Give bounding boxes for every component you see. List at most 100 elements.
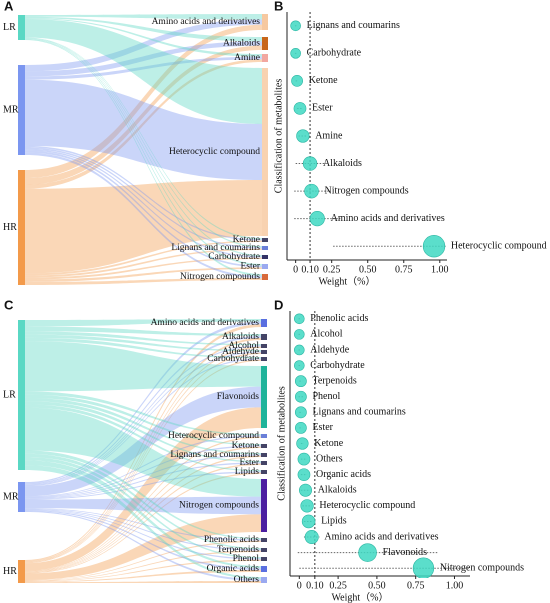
point (293, 102, 307, 115)
point (294, 344, 305, 356)
target-node (261, 357, 267, 361)
category-label: Nitrogen compounds (440, 563, 524, 574)
flow (25, 37, 262, 248)
point (412, 557, 435, 578)
flow (25, 41, 262, 77)
category-label: Heterocyclic compound (319, 500, 415, 511)
point (294, 375, 307, 388)
flow (25, 401, 261, 463)
target-node (261, 566, 267, 572)
point (290, 20, 301, 32)
x-tick-label: 0 (293, 264, 298, 275)
source-node (18, 320, 25, 470)
flow (25, 540, 261, 581)
x-tick-label: 1.00 (446, 580, 464, 591)
point (297, 452, 311, 466)
flow (25, 56, 262, 80)
target-node (262, 238, 268, 242)
target-label: Terpenoids (217, 545, 259, 555)
flow (25, 446, 261, 572)
flow (25, 511, 261, 581)
source-label: MR (3, 104, 19, 115)
flow (25, 38, 262, 257)
flow (25, 341, 261, 392)
flow (25, 147, 262, 249)
target-label: Flavonoids (217, 392, 260, 402)
flow (25, 18, 262, 57)
point (302, 156, 318, 171)
flow (25, 337, 261, 359)
source-label: LR (3, 389, 16, 400)
flow (25, 407, 261, 497)
flow (25, 460, 261, 568)
category-label: Ketone (309, 75, 338, 86)
target-node (261, 344, 267, 348)
flow (25, 450, 261, 540)
target-node (261, 366, 267, 428)
flows (25, 319, 261, 583)
x-tick-label: 0.50 (359, 264, 377, 275)
point (290, 48, 301, 59)
point (301, 514, 316, 529)
source-node (18, 560, 25, 583)
panel-letter: A (4, 0, 14, 13)
target-label: Organic acids (207, 564, 260, 574)
target-node (261, 479, 267, 532)
point (294, 390, 307, 403)
source-node (18, 65, 25, 155)
flow (25, 37, 262, 240)
flow (25, 391, 261, 436)
flow (25, 267, 262, 282)
flow (25, 351, 261, 486)
flow (25, 465, 261, 579)
target-node (262, 255, 268, 259)
source-node (18, 170, 25, 285)
flow (25, 38, 262, 266)
flow (25, 326, 261, 336)
point (294, 360, 305, 371)
flow (25, 358, 261, 487)
x-tick-label: 0.10 (301, 264, 319, 275)
flow (25, 457, 261, 559)
flow (25, 240, 262, 276)
category-label: Lipids (321, 516, 347, 527)
category-label: Ketone (314, 438, 343, 449)
category-label: Nitrogen compounds (324, 185, 408, 196)
target-node (262, 246, 268, 250)
flow (25, 278, 262, 285)
flow (25, 19, 262, 72)
category-label: Lignans and coumarins (307, 20, 400, 31)
category-label: Phenol (312, 391, 340, 402)
category-label: Amine (315, 130, 343, 141)
target-node (262, 14, 268, 30)
category-label: Amino acids and derivatives (331, 213, 445, 224)
target-label: Alkaloids (223, 39, 260, 49)
flow (25, 345, 261, 485)
flow (25, 559, 261, 582)
flow (25, 435, 261, 497)
x-axis-label: Weight（%） (319, 275, 376, 287)
category-label: Others (316, 453, 343, 464)
target-label: Nitrogen compounds (180, 272, 260, 282)
target-label: Aldehyde (222, 347, 259, 357)
flow (25, 570, 261, 583)
flow (25, 454, 261, 499)
flows (25, 14, 262, 285)
target-node (261, 434, 267, 438)
target-label: Amine (234, 53, 260, 63)
x-tick-label: 0.25 (323, 264, 341, 275)
point (294, 329, 305, 340)
flow (25, 248, 262, 278)
flow (25, 581, 261, 583)
flow (25, 407, 261, 571)
source-label: LR (3, 22, 16, 33)
target-node (261, 577, 267, 583)
flow (25, 508, 261, 541)
flow (25, 334, 261, 352)
plot (290, 20, 447, 258)
point (304, 530, 319, 545)
x-tick-label: 0.25 (329, 580, 347, 591)
flow (25, 386, 261, 497)
target-label: Ketone (233, 235, 260, 245)
